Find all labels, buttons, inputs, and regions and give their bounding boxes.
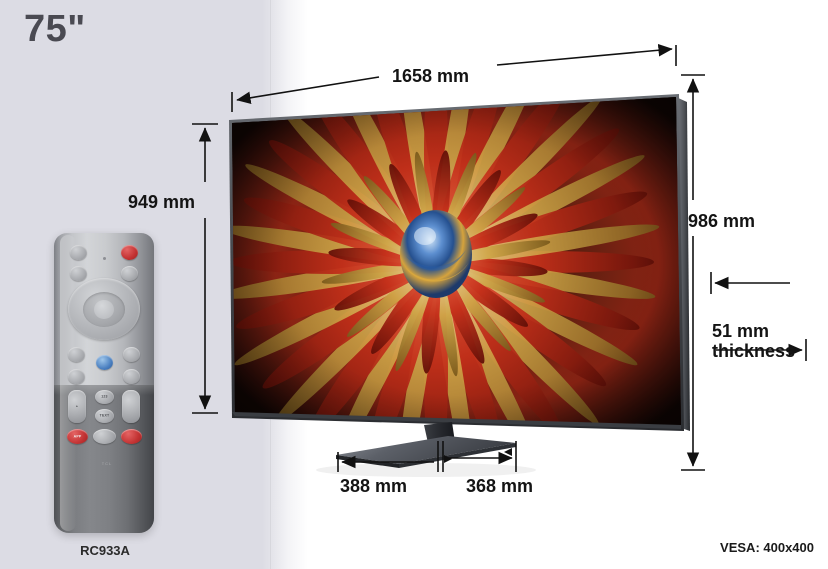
app-red-icon[interactable]: APP (67, 429, 88, 444)
dimension-label-stand-width: 368 mm (466, 476, 534, 496)
home-icon[interactable] (123, 347, 140, 362)
guide-glyph: 123 (101, 394, 108, 399)
app-list-icon[interactable] (93, 429, 116, 444)
source-icon[interactable] (70, 266, 87, 281)
back-icon[interactable] (68, 347, 85, 362)
dimension-panel-height (192, 123, 218, 414)
page-title: 75" (24, 8, 86, 50)
dimension-thickness (710, 272, 807, 361)
ok-button[interactable] (94, 300, 114, 319)
remote-model-label: RC933A (80, 543, 130, 558)
volume-rocker[interactable]: + (68, 390, 86, 423)
dimension-stand-depth (337, 441, 439, 472)
text-glyph: TEXT (99, 413, 110, 418)
dimension-total-height (681, 74, 705, 471)
dimension-label-thickness: 51 mm thickness (712, 321, 795, 361)
settings-icon[interactable] (70, 245, 87, 260)
tv-stand-plate (336, 436, 516, 464)
dimension-width (231, 44, 677, 112)
remote-control: + 123 TEXT APP TCL (48, 233, 166, 539)
app-rec-icon[interactable] (121, 429, 142, 444)
thickness-value: 51 mm (712, 321, 770, 341)
apps-icon[interactable] (123, 369, 140, 384)
volume-glyph: + (75, 403, 79, 408)
text-icon[interactable]: TEXT (95, 409, 114, 423)
menu-icon[interactable] (121, 266, 138, 281)
dimension-label-stand-depth: 388 mm (340, 476, 408, 496)
remote-brand: TCL (101, 461, 113, 466)
dimension-stand-width (442, 441, 517, 472)
thickness-word: thickness (712, 341, 796, 362)
mute-icon[interactable] (68, 369, 85, 384)
led-indicator (103, 257, 106, 260)
guide-icon[interactable]: 123 (95, 390, 114, 404)
channel-rocker[interactable] (122, 390, 140, 423)
dimension-label-panel-height: 949 mm (128, 192, 196, 212)
dimension-label-width: 1658 mm (392, 66, 470, 86)
vesa-label: VESA: 400x400 (720, 540, 814, 555)
app-red-glyph: APP (73, 433, 82, 438)
power-icon[interactable] (121, 245, 138, 260)
dimension-label-total-height: 986 mm (688, 211, 756, 231)
assistant-icon[interactable] (96, 355, 113, 370)
